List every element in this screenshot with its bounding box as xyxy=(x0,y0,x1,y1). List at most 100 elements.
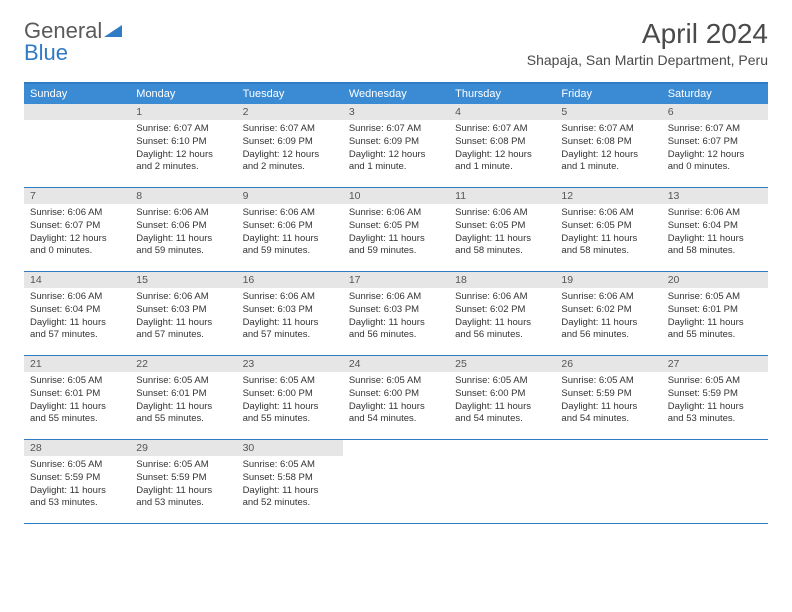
calendar: SundayMondayTuesdayWednesdayThursdayFrid… xyxy=(24,82,768,524)
daylight-text: Daylight: 11 hours and 58 minutes. xyxy=(668,233,762,259)
sunrise-text: Sunrise: 6:05 AM xyxy=(243,459,337,472)
location-text: Shapaja, San Martin Department, Peru xyxy=(527,52,768,68)
day-number: 16 xyxy=(237,272,343,288)
day-info: Sunrise: 6:06 AMSunset: 6:04 PMDaylight:… xyxy=(662,204,768,262)
calendar-cell: 16Sunrise: 6:06 AMSunset: 6:03 PMDayligh… xyxy=(237,272,343,356)
sunrise-text: Sunrise: 6:06 AM xyxy=(136,291,230,304)
sunrise-text: Sunrise: 6:05 AM xyxy=(668,375,762,388)
calendar-cell: 7Sunrise: 6:06 AMSunset: 6:07 PMDaylight… xyxy=(24,188,130,272)
day-number: 4 xyxy=(449,104,555,120)
calendar-cell: 6Sunrise: 6:07 AMSunset: 6:07 PMDaylight… xyxy=(662,104,768,188)
sunrise-text: Sunrise: 6:07 AM xyxy=(349,123,443,136)
day-number: 11 xyxy=(449,188,555,204)
day-info: Sunrise: 6:06 AMSunset: 6:03 PMDaylight:… xyxy=(130,288,236,346)
sunset-text: Sunset: 5:59 PM xyxy=(561,388,655,401)
daylight-text: Daylight: 12 hours and 1 minute. xyxy=(561,149,655,175)
sunrise-text: Sunrise: 6:05 AM xyxy=(30,459,124,472)
calendar-cell: 8Sunrise: 6:06 AMSunset: 6:06 PMDaylight… xyxy=(130,188,236,272)
day-number: 20 xyxy=(662,272,768,288)
calendar-cell: 15Sunrise: 6:06 AMSunset: 6:03 PMDayligh… xyxy=(130,272,236,356)
day-number: 14 xyxy=(24,272,130,288)
day-info: Sunrise: 6:05 AMSunset: 5:59 PMDaylight:… xyxy=(24,456,130,514)
day-info: Sunrise: 6:07 AMSunset: 6:08 PMDaylight:… xyxy=(555,120,661,178)
sunrise-text: Sunrise: 6:05 AM xyxy=(136,375,230,388)
calendar-cell-empty xyxy=(662,440,768,524)
calendar-cell: 29Sunrise: 6:05 AMSunset: 5:59 PMDayligh… xyxy=(130,440,236,524)
sunset-text: Sunset: 6:10 PM xyxy=(136,136,230,149)
daylight-text: Daylight: 11 hours and 55 minutes. xyxy=(136,401,230,427)
sunrise-text: Sunrise: 6:05 AM xyxy=(561,375,655,388)
daylight-text: Daylight: 11 hours and 54 minutes. xyxy=(349,401,443,427)
calendar-cell: 23Sunrise: 6:05 AMSunset: 6:00 PMDayligh… xyxy=(237,356,343,440)
day-info: Sunrise: 6:06 AMSunset: 6:04 PMDaylight:… xyxy=(24,288,130,346)
day-info: Sunrise: 6:05 AMSunset: 6:01 PMDaylight:… xyxy=(24,372,130,430)
day-info: Sunrise: 6:07 AMSunset: 6:10 PMDaylight:… xyxy=(130,120,236,178)
day-number: 13 xyxy=(662,188,768,204)
daylight-text: Daylight: 11 hours and 55 minutes. xyxy=(668,317,762,343)
day-number: 19 xyxy=(555,272,661,288)
sunrise-text: Sunrise: 6:05 AM xyxy=(30,375,124,388)
day-info: Sunrise: 6:05 AMSunset: 5:59 PMDaylight:… xyxy=(130,456,236,514)
sunrise-text: Sunrise: 6:05 AM xyxy=(668,291,762,304)
calendar-cell: 2Sunrise: 6:07 AMSunset: 6:09 PMDaylight… xyxy=(237,104,343,188)
sunset-text: Sunset: 6:08 PM xyxy=(455,136,549,149)
sunset-text: Sunset: 5:58 PM xyxy=(243,472,337,485)
daylight-text: Daylight: 12 hours and 2 minutes. xyxy=(136,149,230,175)
sunset-text: Sunset: 6:09 PM xyxy=(349,136,443,149)
sunset-text: Sunset: 6:00 PM xyxy=(243,388,337,401)
weekday-header: Saturday xyxy=(662,84,768,104)
sunset-text: Sunset: 6:05 PM xyxy=(349,220,443,233)
sunset-text: Sunset: 6:07 PM xyxy=(668,136,762,149)
header: General April 2024 Shapaja, San Martin D… xyxy=(0,0,792,74)
calendar-cell: 4Sunrise: 6:07 AMSunset: 6:08 PMDaylight… xyxy=(449,104,555,188)
day-info: Sunrise: 6:06 AMSunset: 6:03 PMDaylight:… xyxy=(343,288,449,346)
daylight-text: Daylight: 12 hours and 0 minutes. xyxy=(30,233,124,259)
calendar-header-row: SundayMondayTuesdayWednesdayThursdayFrid… xyxy=(24,84,768,104)
sunrise-text: Sunrise: 6:06 AM xyxy=(243,291,337,304)
calendar-cell: 20Sunrise: 6:05 AMSunset: 6:01 PMDayligh… xyxy=(662,272,768,356)
calendar-cell: 21Sunrise: 6:05 AMSunset: 6:01 PMDayligh… xyxy=(24,356,130,440)
sunset-text: Sunset: 6:03 PM xyxy=(349,304,443,317)
calendar-cell-empty xyxy=(449,440,555,524)
sunset-text: Sunset: 6:09 PM xyxy=(243,136,337,149)
daylight-text: Daylight: 11 hours and 53 minutes. xyxy=(668,401,762,427)
logo-icon xyxy=(104,23,126,39)
day-info: Sunrise: 6:05 AMSunset: 6:00 PMDaylight:… xyxy=(449,372,555,430)
calendar-cell: 26Sunrise: 6:05 AMSunset: 5:59 PMDayligh… xyxy=(555,356,661,440)
daylight-text: Daylight: 11 hours and 57 minutes. xyxy=(136,317,230,343)
calendar-cell: 1Sunrise: 6:07 AMSunset: 6:10 PMDaylight… xyxy=(130,104,236,188)
day-number: 17 xyxy=(343,272,449,288)
weekday-header: Wednesday xyxy=(343,84,449,104)
sunset-text: Sunset: 6:05 PM xyxy=(561,220,655,233)
sunset-text: Sunset: 6:04 PM xyxy=(30,304,124,317)
daylight-text: Daylight: 11 hours and 58 minutes. xyxy=(561,233,655,259)
page-title: April 2024 xyxy=(527,18,768,50)
day-info: Sunrise: 6:06 AMSunset: 6:07 PMDaylight:… xyxy=(24,204,130,262)
daylight-text: Daylight: 11 hours and 55 minutes. xyxy=(30,401,124,427)
sunrise-text: Sunrise: 6:06 AM xyxy=(243,207,337,220)
calendar-cell-empty xyxy=(343,440,449,524)
weekday-header: Sunday xyxy=(24,84,130,104)
sunset-text: Sunset: 6:08 PM xyxy=(561,136,655,149)
day-number: 2 xyxy=(237,104,343,120)
calendar-cell-empty xyxy=(555,440,661,524)
day-info: Sunrise: 6:05 AMSunset: 5:59 PMDaylight:… xyxy=(662,372,768,430)
day-number: 12 xyxy=(555,188,661,204)
sunset-text: Sunset: 6:01 PM xyxy=(136,388,230,401)
day-number: 30 xyxy=(237,440,343,456)
day-number: 18 xyxy=(449,272,555,288)
day-info: Sunrise: 6:06 AMSunset: 6:06 PMDaylight:… xyxy=(130,204,236,262)
daylight-text: Daylight: 12 hours and 1 minute. xyxy=(349,149,443,175)
calendar-cell: 3Sunrise: 6:07 AMSunset: 6:09 PMDaylight… xyxy=(343,104,449,188)
sunrise-text: Sunrise: 6:05 AM xyxy=(349,375,443,388)
sunrise-text: Sunrise: 6:06 AM xyxy=(668,207,762,220)
sunrise-text: Sunrise: 6:07 AM xyxy=(136,123,230,136)
day-number: 9 xyxy=(237,188,343,204)
daylight-text: Daylight: 11 hours and 53 minutes. xyxy=(136,485,230,511)
calendar-cell: 25Sunrise: 6:05 AMSunset: 6:00 PMDayligh… xyxy=(449,356,555,440)
day-number: 25 xyxy=(449,356,555,372)
day-number: 22 xyxy=(130,356,236,372)
day-number: 1 xyxy=(130,104,236,120)
day-number xyxy=(24,104,130,120)
sunset-text: Sunset: 6:05 PM xyxy=(455,220,549,233)
